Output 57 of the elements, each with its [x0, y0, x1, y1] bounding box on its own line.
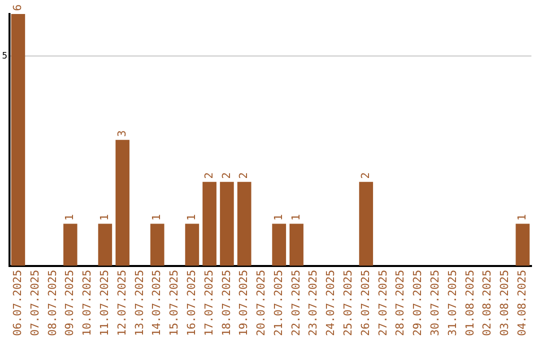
x-tick-label: 04.08.2025 [516, 270, 529, 336]
x-tick-label: 30.07.2025 [428, 270, 442, 336]
bar [359, 182, 374, 266]
bar [290, 224, 304, 266]
data-label: 1 [289, 214, 302, 221]
x-tick-label: 22.07.2025 [289, 270, 302, 336]
data-label: 3 [115, 130, 128, 137]
bar [220, 182, 234, 266]
data-label: 2 [358, 172, 372, 179]
bar [272, 224, 286, 266]
x-tick-label: 06.07.2025 [10, 270, 24, 336]
x-tick-label: 18.07.2025 [220, 270, 233, 336]
data-label: 2 [220, 172, 233, 179]
x-tick-label: 11.07.2025 [98, 270, 111, 336]
data-label: 2 [237, 172, 250, 179]
x-tick-label: 24.07.2025 [324, 270, 338, 336]
x-tick-label: 25.07.2025 [342, 270, 355, 336]
x-tick-label: 17.07.2025 [202, 270, 216, 336]
data-label: 1 [516, 214, 529, 221]
bar [150, 224, 164, 266]
data-label: 6 [10, 4, 24, 11]
x-tick-label: 07.07.2025 [28, 270, 42, 336]
data-label: 1 [63, 214, 76, 221]
data-label: 1 [272, 214, 285, 221]
bar [11, 14, 26, 266]
x-tick-label: 03.08.2025 [498, 270, 512, 336]
x-tick-label: 26.07.2025 [358, 270, 372, 336]
x-tick-label: 28.07.2025 [394, 270, 407, 336]
x-tick-label: 19.07.2025 [237, 270, 250, 336]
x-tick-label: 10.07.2025 [80, 270, 94, 336]
data-label: 1 [184, 214, 198, 221]
data-label: 1 [98, 214, 111, 221]
y-tick-label: 5 [2, 51, 8, 62]
x-tick-label: 31.07.2025 [446, 270, 459, 336]
x-tick-label: 20.07.2025 [254, 270, 268, 336]
x-tick-label: 21.07.2025 [272, 270, 285, 336]
x-tick-label: 08.07.2025 [46, 270, 59, 336]
bar [63, 224, 78, 266]
x-tick-label: 12.07.2025 [115, 270, 128, 336]
x-tick-label: 15.07.2025 [168, 270, 181, 336]
x-tick-label: 23.07.2025 [306, 270, 320, 336]
x-tick-label: 02.08.2025 [480, 270, 494, 336]
x-tick-label: 09.07.2025 [63, 270, 76, 336]
x-tick-label: 14.07.2025 [150, 270, 164, 336]
x-tick-label: 29.07.2025 [411, 270, 424, 336]
bar [516, 224, 530, 266]
bar [237, 182, 252, 266]
x-tick-label: 27.07.2025 [376, 270, 390, 336]
bar [98, 224, 112, 266]
x-tick-label: 01.08.2025 [463, 270, 476, 336]
data-label: 1 [150, 214, 164, 221]
x-tick-label: 16.07.2025 [184, 270, 198, 336]
bar [185, 224, 200, 266]
data-label: 2 [202, 172, 216, 179]
bar [116, 140, 130, 266]
bar [202, 182, 216, 266]
x-tick-label: 13.07.2025 [132, 270, 146, 336]
